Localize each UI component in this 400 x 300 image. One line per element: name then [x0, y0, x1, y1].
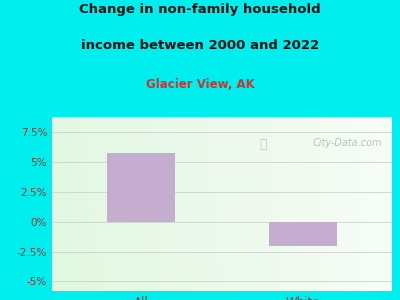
Text: Change in non-family household: Change in non-family household: [79, 3, 321, 16]
Text: Glacier View, AK: Glacier View, AK: [146, 78, 254, 91]
Text: ⓘ: ⓘ: [259, 138, 266, 151]
Bar: [107, 153, 175, 222]
Bar: [269, 222, 337, 246]
Text: income between 2000 and 2022: income between 2000 and 2022: [81, 39, 319, 52]
Text: City-Data.com: City-Data.com: [312, 138, 382, 148]
